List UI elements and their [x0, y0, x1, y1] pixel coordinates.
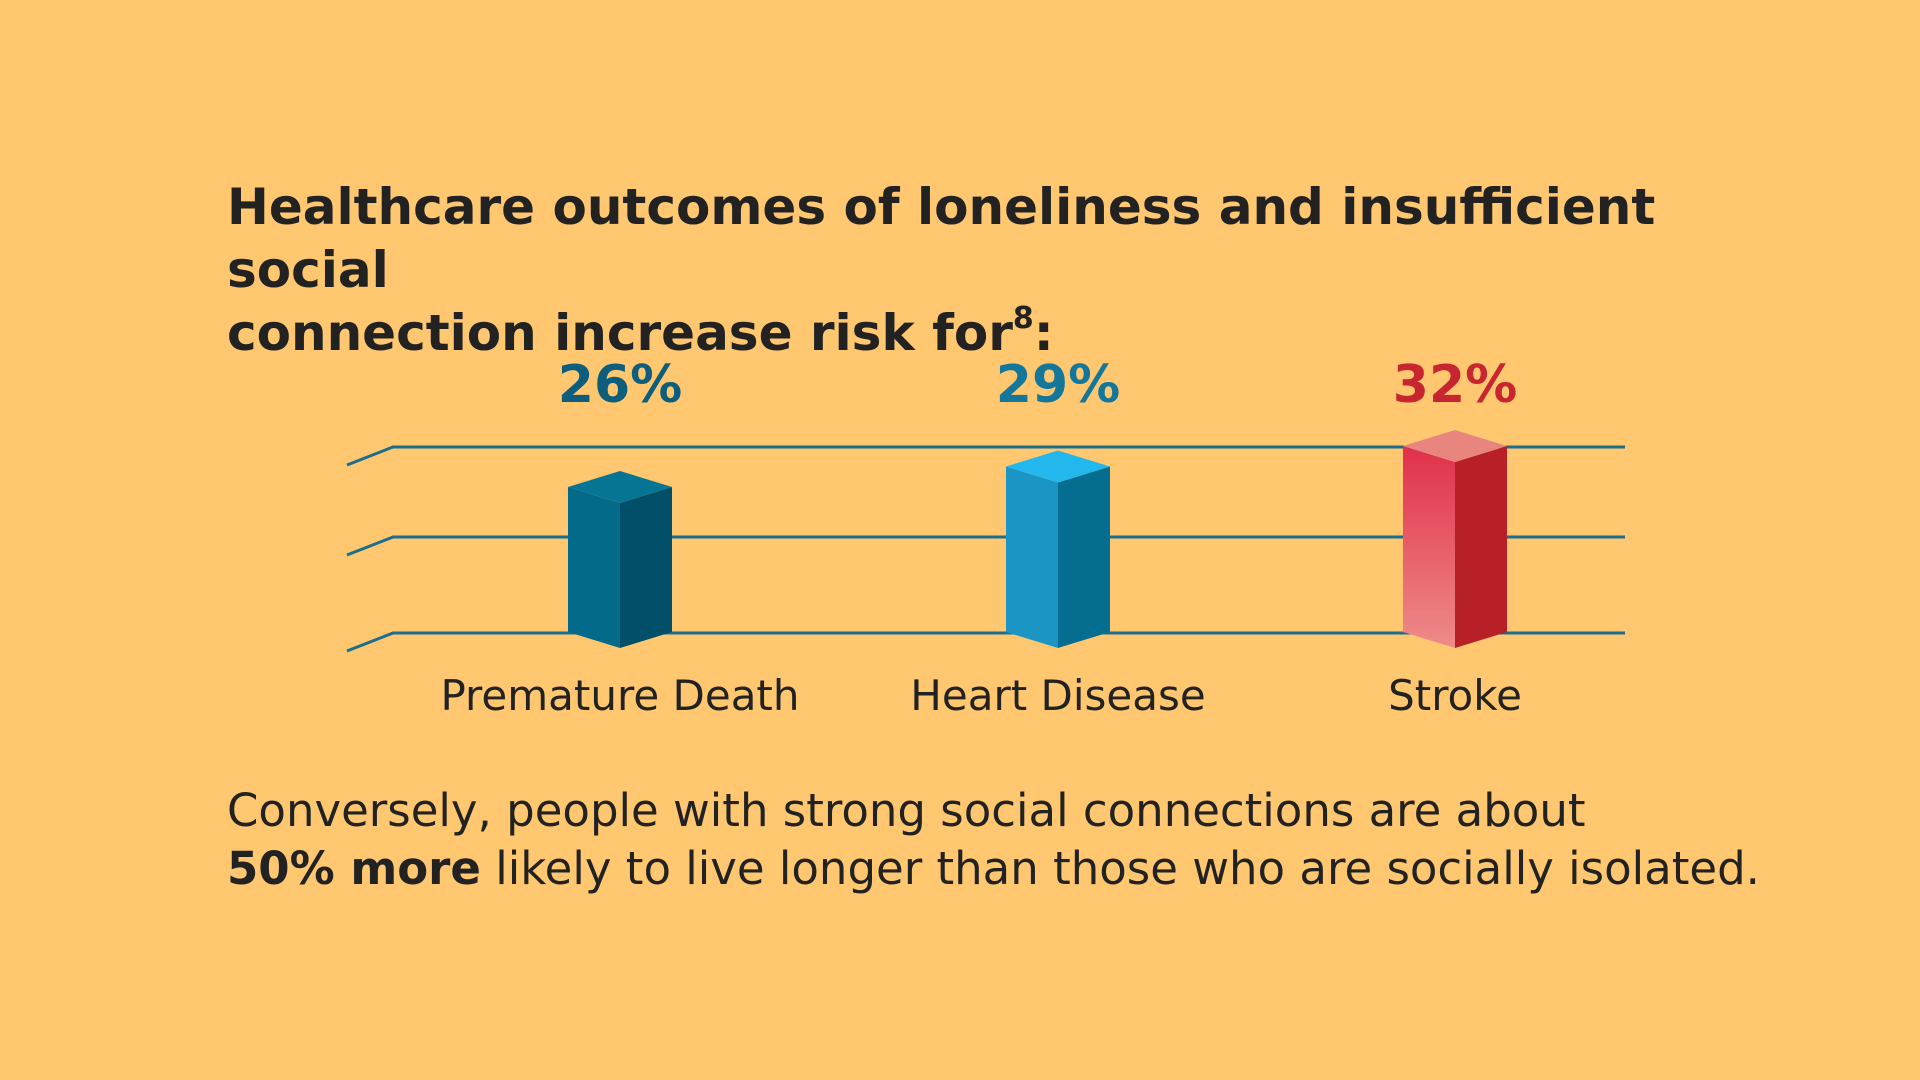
category-label-heart-disease: Heart Disease — [910, 671, 1205, 720]
footer-line-1: Conversely, people with strong social co… — [227, 784, 1586, 837]
title-line-2: connection increase risk for — [227, 304, 1013, 362]
category-label-stroke: Stroke — [1388, 671, 1522, 720]
chart-title: Healthcare outcomes of loneliness and in… — [227, 176, 1787, 365]
bars — [568, 430, 1507, 648]
bar-heart-disease — [1006, 450, 1110, 648]
gridline-3 — [346, 631, 1625, 653]
bar-face-left — [1403, 446, 1455, 648]
bar-stroke — [1403, 430, 1507, 648]
bar-face-left — [568, 487, 620, 648]
bar-face-top — [1403, 430, 1507, 462]
bar-face-left — [1006, 466, 1058, 648]
labels: 26% Premature Death 29% Heart Disease 32% Str… — [440, 355, 1521, 720]
footer-bold-phrase: 50% more — [227, 842, 481, 895]
value-label-stroke: 32% — [1393, 355, 1517, 415]
bar-premature-death — [568, 471, 672, 648]
bar-face-top — [1006, 450, 1110, 483]
title-suffix: : — [1033, 304, 1054, 362]
bar-face-top — [568, 471, 672, 503]
bar-face-right — [1455, 446, 1507, 648]
title-footnote: 8 — [1012, 301, 1034, 337]
category-label-premature-death: Premature Death — [440, 671, 799, 720]
bar-face-right — [1058, 466, 1110, 648]
value-label-premature-death: 26% — [558, 355, 682, 415]
footer-text: Conversely, people with strong social co… — [227, 782, 1867, 898]
gridlines — [346, 445, 1625, 653]
gridline-2 — [346, 535, 1625, 557]
title-line-1: Healthcare outcomes of loneliness and in… — [227, 178, 1656, 299]
footer-line-2: likely to live longer than those who are… — [480, 842, 1760, 895]
gridline-1 — [346, 445, 1625, 467]
bar-face-right — [620, 487, 672, 648]
value-label-heart-disease: 29% — [996, 355, 1120, 415]
